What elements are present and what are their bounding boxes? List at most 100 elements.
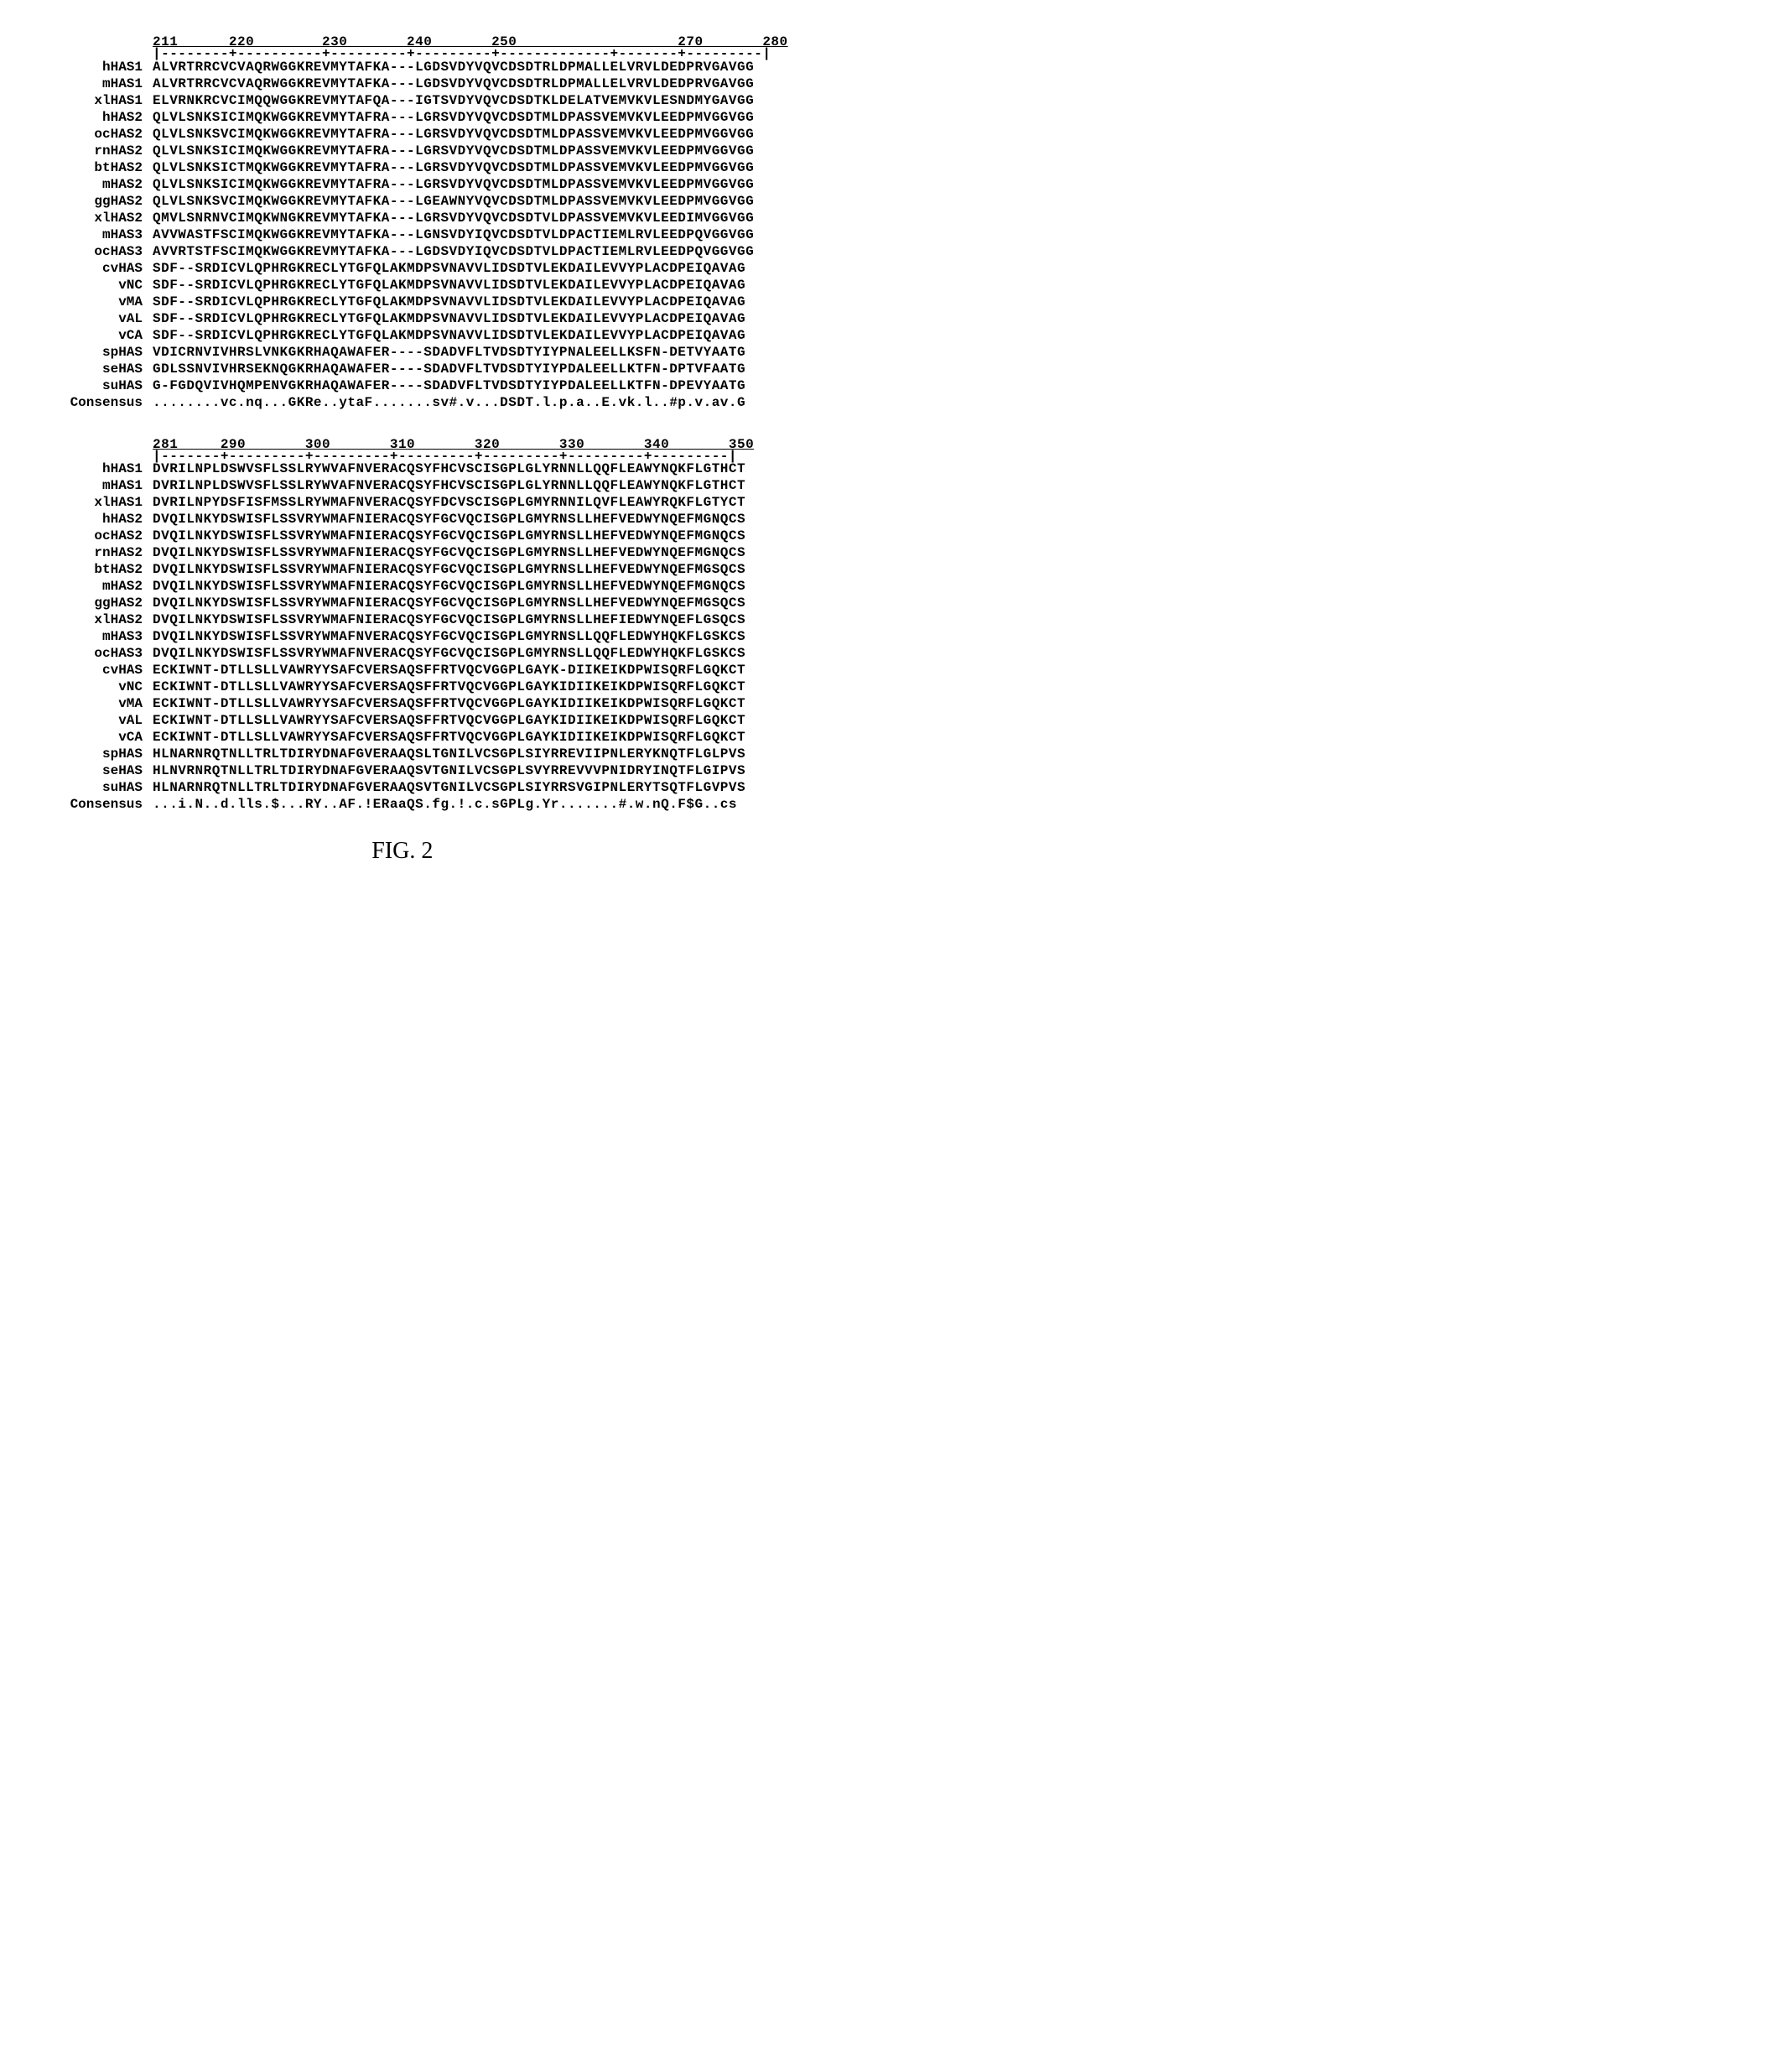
sequence-row: spHASVDICRNVIVHRSLVNKGKRHAQAWAFER----SDA… [17, 344, 788, 361]
sequence-text: DVRILNPYDSFISFMSSLRYWMAFNVERACQSYFDCVSCI… [153, 494, 745, 511]
ruler-ticks: |-------+---------+---------+---------+-… [153, 453, 737, 461]
sequence-text: VDICRNVIVHRSLVNKGKRHAQAWAFER----SDADVFLT… [153, 344, 745, 361]
ruler-ticks-row: |--------+----------+---------+---------… [17, 50, 788, 59]
sequence-text: SDF--SRDICVLQPHRGKRECLYTGFQLAKMDPSVNAVVL… [153, 310, 745, 327]
sequence-label: mHAS2 [17, 578, 153, 595]
sequence-text: DVQILNKYDSWISFLSSVRYWMAFNIERACQSYFGCVQCI… [153, 544, 745, 561]
sequence-label: rnHAS2 [17, 544, 153, 561]
sequence-text: DVQILNKYDSWISFLSSVRYWMAFNIERACQSYFGCVQCI… [153, 595, 745, 611]
sequence-text: HLNARNRQTNLLTRLTDIRYDNAFGVERAAQSVTGNILVC… [153, 779, 745, 796]
consensus-row: Consensus........vc.nq...GKRe..ytaF.....… [17, 394, 788, 411]
sequence-text: DVQILNKYDSWISFLSSVRYWMAFNVERACQSYFGCVQCI… [153, 645, 745, 662]
sequence-row: ocHAS2DVQILNKYDSWISFLSSVRYWMAFNIERACQSYF… [17, 528, 788, 544]
sequence-row: cvHASECKIWNT-DTLLSLLVAWRYYSAFCVERSAQSFFR… [17, 662, 788, 679]
sequence-text: ALVRTRRCVCVAQRWGGKREVMYTAFKA---LGDSVDYVQ… [153, 59, 754, 75]
sequence-row: mHAS3AVVWASTFSCIMQKWGGKREVMYTAFKA---LGNS… [17, 226, 788, 243]
ruler-label-spacer [17, 34, 153, 50]
sequence-row: xlHAS2DVQILNKYDSWISFLSSVRYWMAFNIERACQSYF… [17, 611, 788, 628]
sequence-label: vMA [17, 695, 153, 712]
sequence-label: suHAS [17, 377, 153, 394]
sequence-row: hHAS1DVRILNPLDSWVSFLSSLRYWVAFNVERACQSYFH… [17, 460, 788, 477]
sequence-label: mHAS3 [17, 628, 153, 645]
ruler-ticks-row: |-------+---------+---------+---------+-… [17, 453, 788, 461]
sequence-row: vNCSDF--SRDICVLQPHRGKRECLYTGFQLAKMDPSVNA… [17, 277, 788, 294]
sequence-row: mHAS2DVQILNKYDSWISFLSSVRYWMAFNIERACQSYFG… [17, 578, 788, 595]
sequence-text: SDF--SRDICVLQPHRGKRECLYTGFQLAKMDPSVNAVVL… [153, 260, 745, 277]
sequence-label: hHAS1 [17, 460, 153, 477]
sequence-row: rnHAS2DVQILNKYDSWISFLSSVRYWMAFNIERACQSYF… [17, 544, 788, 561]
sequence-label: xlHAS2 [17, 611, 153, 628]
sequence-text: DVQILNKYDSWISFLSSVRYWMAFNIERACQSYFGCVQCI… [153, 561, 745, 578]
sequence-label: rnHAS2 [17, 143, 153, 159]
sequence-row: xlHAS1DVRILNPYDSFISFMSSLRYWMAFNVERACQSYF… [17, 494, 788, 511]
sequence-row: xlHAS2QMVLSNRNVCIMQKWNGKREVMYTAFKA---LGR… [17, 210, 788, 226]
sequence-text: QLVLSNKSVCIMQKWGGKREVMYTAFRA---LGRSVDYVQ… [153, 126, 754, 143]
sequence-text: ECKIWNT-DTLLSLLVAWRYYSAFCVERSAQSFFRTVQCV… [153, 679, 745, 695]
sequence-row: hHAS2QLVLSNKSICIMQKWGGKREVMYTAFRA---LGRS… [17, 109, 788, 126]
sequence-label: mHAS1 [17, 477, 153, 494]
ruler-label-spacer [17, 453, 153, 461]
figure-caption: FIG. 2 [17, 838, 788, 865]
sequence-label: seHAS [17, 762, 153, 779]
sequence-text: SDF--SRDICVLQPHRGKRECLYTGFQLAKMDPSVNAVVL… [153, 294, 745, 310]
sequence-label: spHAS [17, 746, 153, 762]
sequence-label: ocHAS2 [17, 528, 153, 544]
sequence-text: AVVWASTFSCIMQKWGGKREVMYTAFKA---LGNSVDYIQ… [153, 226, 754, 243]
sequence-row: vNCECKIWNT-DTLLSLLVAWRYYSAFCVERSAQSFFRTV… [17, 679, 788, 695]
sequence-row: suHASHLNARNRQTNLLTRLTDIRYDNAFGVERAAQSVTG… [17, 779, 788, 796]
sequence-label: suHAS [17, 779, 153, 796]
sequence-label: btHAS2 [17, 561, 153, 578]
sequence-row: btHAS2QLVLSNKSICTMQKWGGKREVMYTAFRA---LGR… [17, 159, 788, 176]
sequence-label: cvHAS [17, 260, 153, 277]
sequence-text: ECKIWNT-DTLLSLLVAWRYYSAFCVERSAQSFFRTVQCV… [153, 729, 745, 746]
sequence-label: mHAS3 [17, 226, 153, 243]
sequence-row: xlHAS1ELVRNKRCVCIMQQWGGKREVMYTAFQA---IGT… [17, 92, 788, 109]
sequence-label: ocHAS3 [17, 243, 153, 260]
ruler-ticks: |--------+----------+---------+---------… [153, 50, 771, 59]
sequence-label: xlHAS1 [17, 494, 153, 511]
sequence-row: hHAS1ALVRTRRCVCVAQRWGGKREVMYTAFKA---LGDS… [17, 59, 788, 75]
sequence-label: ocHAS3 [17, 645, 153, 662]
alignment-blocks: 211 220 230 240 250 270 280|--------+---… [17, 34, 788, 813]
sequence-text: GDLSSNVIVHRSEKNQGKRHAQAWAFER----SDADVFLT… [153, 361, 745, 377]
sequence-text: DVQILNKYDSWISFLSSVRYWMAFNIERACQSYFGCVQCI… [153, 511, 745, 528]
sequence-row: vCASDF--SRDICVLQPHRGKRECLYTGFQLAKMDPSVNA… [17, 327, 788, 344]
sequence-label: vMA [17, 294, 153, 310]
sequence-row: seHASGDLSSNVIVHRSEKNQGKRHAQAWAFER----SDA… [17, 361, 788, 377]
sequence-text: QLVLSNKSICIMQKWGGKREVMYTAFRA---LGRSVDYVQ… [153, 143, 754, 159]
sequence-label: ggHAS2 [17, 193, 153, 210]
sequence-label: mHAS1 [17, 75, 153, 92]
sequence-label: Consensus [17, 394, 153, 411]
sequence-text: G-FGDQVIVHQMPENVGKRHAQAWAFER----SDADVFLT… [153, 377, 745, 394]
alignment-block: 281 290 300 310 320 330 340 350|-------+… [17, 436, 788, 814]
sequence-row: cvHASSDF--SRDICVLQPHRGKRECLYTGFQLAKMDPSV… [17, 260, 788, 277]
sequence-row: ggHAS2QLVLSNKSVCIMQKWGGKREVMYTAFKA---LGE… [17, 193, 788, 210]
sequence-text: DVQILNKYDSWISFLSSVRYWMAFNVERACQSYFGCVQCI… [153, 628, 745, 645]
sequence-text: HLNVRNRQTNLLTRLTDIRYDNAFGVERAAQSVTGNILVC… [153, 762, 745, 779]
ruler-label-spacer [17, 50, 153, 59]
sequence-text: SDF--SRDICVLQPHRGKRECLYTGFQLAKMDPSVNAVVL… [153, 327, 745, 344]
sequence-label: vNC [17, 277, 153, 294]
sequence-text: ECKIWNT-DTLLSLLVAWRYYSAFCVERSAQSFFRTVQCV… [153, 695, 745, 712]
sequence-row: mHAS1DVRILNPLDSWVSFLSSLRYWVAFNVERACQSYFH… [17, 477, 788, 494]
sequence-row: vMAECKIWNT-DTLLSLLVAWRYYSAFCVERSAQSFFRTV… [17, 695, 788, 712]
sequence-label: ocHAS2 [17, 126, 153, 143]
sequence-text: DVQILNKYDSWISFLSSVRYWMAFNIERACQSYFGCVQCI… [153, 528, 745, 544]
sequence-text: AVVRTSTFSCIMQKWGGKREVMYTAFKA---LGDSVDYIQ… [153, 243, 754, 260]
sequence-label: seHAS [17, 361, 153, 377]
sequence-text: ALVRTRRCVCVAQRWGGKREVMYTAFKA---LGDSVDYVQ… [153, 75, 754, 92]
sequence-text: ECKIWNT-DTLLSLLVAWRYYSAFCVERSAQSFFRTVQCV… [153, 662, 745, 679]
sequence-text: ELVRNKRCVCIMQQWGGKREVMYTAFQA---IGTSVDYVQ… [153, 92, 754, 109]
sequence-row: seHASHLNVRNRQTNLLTRLTDIRYDNAFGVERAAQSVTG… [17, 762, 788, 779]
sequence-text: DVRILNPLDSWVSFLSSLRYWVAFNVERACQSYFHCVSCI… [153, 460, 745, 477]
sequence-text: QLVLSNKSVCIMQKWGGKREVMYTAFKA---LGEAWNYVQ… [153, 193, 754, 210]
sequence-text: DVQILNKYDSWISFLSSVRYWMAFNIERACQSYFGCVQCI… [153, 611, 745, 628]
sequence-row: rnHAS2QLVLSNKSICIMQKWGGKREVMYTAFRA---LGR… [17, 143, 788, 159]
sequence-row: vMASDF--SRDICVLQPHRGKRECLYTGFQLAKMDPSVNA… [17, 294, 788, 310]
sequence-label: hHAS2 [17, 511, 153, 528]
sequence-text: QMVLSNRNVCIMQKWNGKREVMYTAFKA---LGRSVDYVQ… [153, 210, 754, 226]
sequence-row: ocHAS2QLVLSNKSVCIMQKWGGKREVMYTAFRA---LGR… [17, 126, 788, 143]
sequence-label: vCA [17, 729, 153, 746]
sequence-row: mHAS2QLVLSNKSICIMQKWGGKREVMYTAFRA---LGRS… [17, 176, 788, 193]
sequence-text: HLNARNRQTNLLTRLTDIRYDNAFGVERAAQSLTGNILVC… [153, 746, 745, 762]
